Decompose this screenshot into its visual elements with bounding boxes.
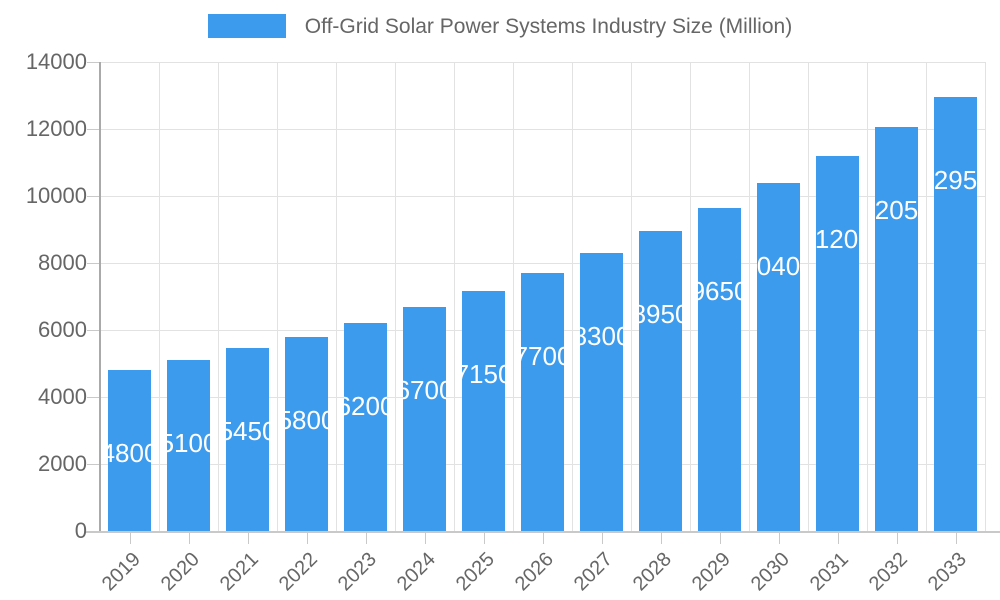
- x-axis-tick-mark: [956, 531, 957, 544]
- x-axis-tick-mark: [484, 531, 485, 544]
- gridline-horizontal: [100, 196, 985, 197]
- legend-color-swatch: [207, 14, 286, 38]
- x-axis-tick-mark: [779, 531, 780, 544]
- x-axis-tick-mark: [602, 531, 603, 544]
- legend-series-label: Off-Grid Solar Power Systems Industry Si…: [304, 14, 793, 38]
- bar-value-label: 5100: [167, 428, 210, 459]
- bar[interactable]: 5800: [285, 336, 328, 531]
- bar-value-label: 7700: [521, 341, 564, 372]
- gridline-vertical: [926, 62, 927, 531]
- gridline-vertical: [218, 62, 219, 531]
- y-axis-line: [99, 62, 101, 532]
- bar[interactable]: 7150: [462, 291, 505, 531]
- x-axis-tick-mark: [661, 531, 662, 544]
- x-axis-tick-mark: [543, 531, 544, 544]
- y-axis-tick-label: 12000: [25, 116, 87, 141]
- bar[interactable]: 10400: [757, 182, 800, 531]
- gridline-vertical: [454, 62, 455, 531]
- x-axis-tick-mark: [720, 531, 721, 544]
- bar-value-label: 8300: [580, 320, 623, 351]
- bar[interactable]: 7700: [521, 273, 564, 531]
- bar[interactable]: 4800: [108, 370, 151, 531]
- gridline-vertical: [159, 62, 160, 531]
- y-axis-tick-mark: [87, 330, 100, 331]
- bar-value-label: 10400: [757, 250, 800, 281]
- bar[interactable]: 6200: [344, 323, 387, 531]
- chart-legend: Off-Grid Solar Power Systems Industry Si…: [0, 14, 1000, 38]
- x-axis-tick-mark: [366, 531, 367, 544]
- bar[interactable]: 5100: [167, 360, 210, 531]
- y-axis-tick-label: 10000: [25, 183, 87, 208]
- gridline-horizontal: [100, 263, 985, 264]
- gridline-vertical: [631, 62, 632, 531]
- x-axis-tick-mark: [897, 531, 898, 544]
- y-axis-tick-mark: [87, 397, 100, 398]
- gridline-vertical: [513, 62, 514, 531]
- y-axis-tick-label: 8000: [38, 250, 87, 275]
- x-axis-tick-mark: [130, 531, 131, 544]
- y-axis-tick-label: 14000: [25, 49, 87, 74]
- y-axis-tick-label: 2000: [38, 451, 87, 476]
- gridline-vertical: [808, 62, 809, 531]
- gridline-vertical: [867, 62, 868, 531]
- gridline-vertical: [690, 62, 691, 531]
- y-axis-tick-mark: [87, 464, 100, 465]
- bar[interactable]: 11200: [816, 155, 859, 531]
- bar-value-label: 5450: [226, 416, 269, 447]
- bar-value-label: 7150: [462, 359, 505, 390]
- y-axis-tick-mark: [87, 196, 100, 197]
- bar-value-label: 6700: [403, 374, 446, 405]
- x-axis-tick-mark: [838, 531, 839, 544]
- plot-area: 4800 5100 5450 5800 6200 6700 7150 7700 8300 8950…: [100, 62, 986, 532]
- bar[interactable]: 5450: [226, 348, 269, 531]
- gridline-vertical: [336, 62, 337, 531]
- gridline-vertical: [395, 62, 396, 531]
- y-axis-tick-mark: [87, 129, 100, 130]
- bar-value-label: 11200: [816, 223, 859, 254]
- y-axis-tick-label: 6000: [38, 317, 87, 342]
- y-axis-tick-mark: [87, 263, 100, 264]
- x-axis-tick-mark: [307, 531, 308, 544]
- gridline-vertical: [277, 62, 278, 531]
- bar[interactable]: 6700: [403, 306, 446, 531]
- bar-value-label: 12950: [934, 165, 977, 196]
- bar[interactable]: 12050: [875, 127, 918, 531]
- bar[interactable]: 9650: [698, 207, 741, 531]
- bar-value-label: 5800: [285, 404, 328, 435]
- y-axis-tick-label: 0: [74, 518, 87, 543]
- bar-value-label: 4800: [108, 438, 151, 469]
- x-axis-tick-label: 2019: [97, 548, 145, 596]
- gridline-vertical: [749, 62, 750, 531]
- bar[interactable]: 12950: [934, 97, 977, 531]
- y-axis-tick-label: 4000: [38, 384, 87, 409]
- bar-value-label: 6200: [344, 391, 387, 422]
- y-axis-tick-mark: [87, 62, 100, 63]
- gridline-vertical: [572, 62, 573, 531]
- x-axis-tick-mark: [189, 531, 190, 544]
- bar-value-label: 8950: [639, 299, 682, 330]
- gridline-horizontal: [100, 62, 985, 63]
- x-axis-tick-mark: [248, 531, 249, 544]
- bar[interactable]: 8950: [639, 231, 682, 531]
- bar-value-label: 9650: [698, 275, 741, 306]
- bar[interactable]: 8300: [580, 252, 623, 531]
- bar-value-label: 12050: [875, 195, 918, 226]
- x-axis-line: [86, 531, 1000, 533]
- gridline-vertical: [985, 62, 986, 531]
- gridline-horizontal: [100, 129, 985, 130]
- x-axis-tick-mark: [425, 531, 426, 544]
